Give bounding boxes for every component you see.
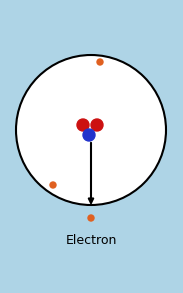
Text: Electron: Electron [65,234,117,246]
Circle shape [83,129,95,141]
Circle shape [16,55,166,205]
Circle shape [88,215,94,221]
Circle shape [50,182,56,188]
Circle shape [91,119,103,131]
Circle shape [77,119,89,131]
Circle shape [97,59,103,65]
